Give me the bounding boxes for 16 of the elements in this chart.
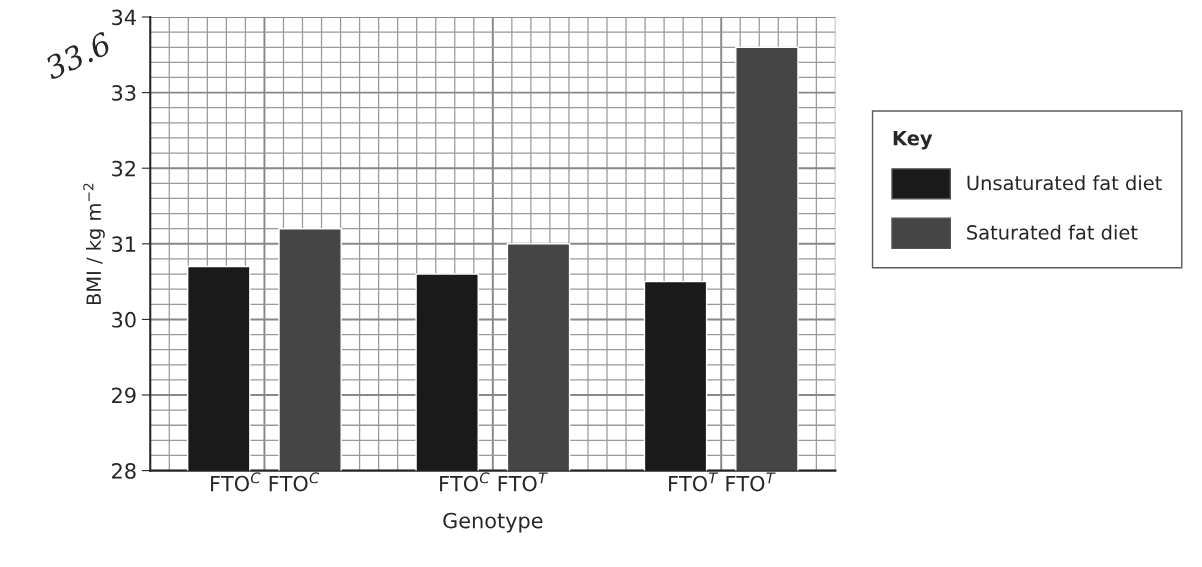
y-tick-label: 33	[112, 85, 136, 101]
y-tick-label: 30	[112, 311, 136, 328]
x-tick-label: FTO$^{C}$ FTO$^{T}$	[440, 472, 548, 492]
x-axis-title: Genotype	[443, 512, 543, 533]
y-tick-label: 31	[112, 236, 136, 253]
legend-label: Saturated fat diet	[967, 224, 1138, 240]
x-tick-label: FTO$^{T}$ FTO$^{T}$	[669, 472, 776, 492]
legend-label: Unsaturated fat diet	[967, 175, 1162, 191]
y-tick-label: 29	[112, 387, 136, 404]
y-tick-label: 32	[112, 160, 135, 177]
y-axis-title: BMI / kg m$^{−2}$	[83, 183, 105, 305]
text: 33.6	[42, 31, 113, 81]
x-tick-label: FTO$^{C}$ FTO$^{C}$	[211, 472, 320, 492]
y-tick-label: 28	[112, 463, 136, 479]
y-tick-label: 34	[112, 9, 136, 26]
legend-title: Key	[893, 131, 933, 150]
